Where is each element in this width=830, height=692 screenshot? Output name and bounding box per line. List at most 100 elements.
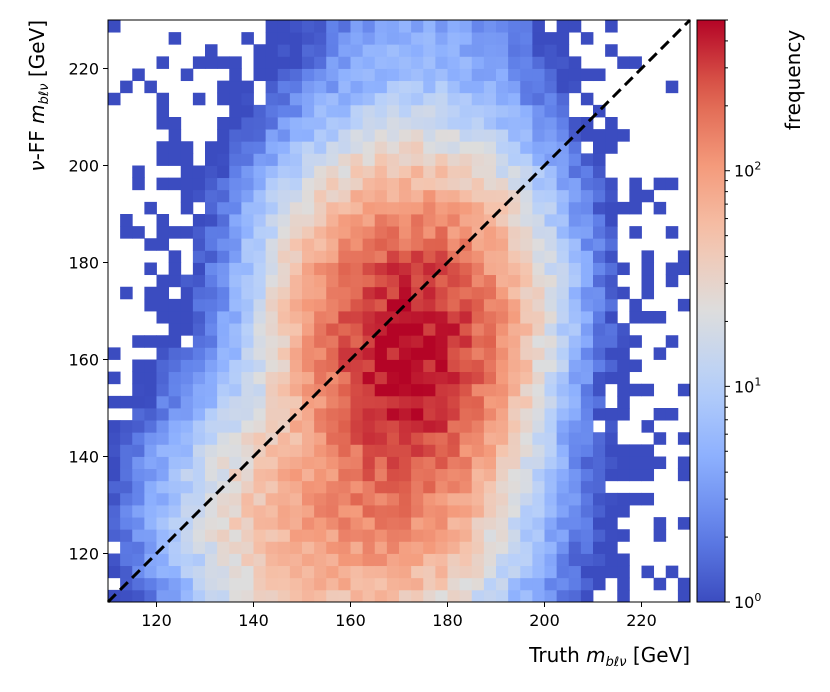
heatmap-cell	[156, 298, 170, 312]
heatmap-cell	[374, 201, 388, 215]
heatmap-cell	[496, 92, 509, 106]
heatmap-cell	[229, 456, 242, 470]
heatmap-cell	[386, 589, 400, 603]
heatmap-cell	[132, 383, 145, 397]
heatmap-cell	[580, 165, 594, 179]
heatmap-cell	[483, 529, 497, 542]
heatmap-cell	[350, 383, 364, 397]
heatmap-cell	[617, 335, 630, 348]
heatmap-cell	[180, 541, 194, 554]
heatmap-cell	[508, 335, 521, 348]
heatmap-cell	[459, 274, 473, 288]
heatmap-cell	[205, 456, 218, 470]
x-axis: 120 140 160 180 200 220	[141, 602, 657, 630]
heatmap-cell	[629, 492, 642, 506]
heatmap-cell	[532, 298, 545, 312]
heatmap-cell	[326, 323, 339, 336]
heatmap-cell	[556, 80, 570, 94]
heatmap-cell	[459, 56, 473, 69]
heatmap-cell	[471, 201, 485, 215]
heatmap-cell	[411, 408, 424, 421]
heatmap-cell	[144, 517, 157, 530]
heatmap-cell	[556, 92, 570, 106]
heatmap-cell	[665, 335, 679, 348]
heatmap-cell	[241, 408, 254, 421]
heatmap-cell	[362, 468, 376, 482]
heatmap-cell	[156, 408, 170, 421]
heatmap-cell	[411, 541, 424, 554]
heatmap-cell	[265, 505, 279, 518]
heatmap-cell	[120, 226, 133, 239]
heatmap-cell	[338, 68, 351, 82]
heatmap-cell	[508, 383, 521, 397]
heatmap-cell	[471, 117, 485, 130]
heatmap-cell	[253, 68, 267, 82]
heatmap-cell	[241, 274, 254, 288]
heatmap-cell	[483, 226, 497, 239]
heatmap-cell	[362, 274, 376, 288]
heatmap-cell	[326, 104, 339, 118]
heatmap-cell	[399, 444, 412, 457]
heatmap-cell	[556, 56, 570, 69]
heatmap-cell	[265, 371, 279, 385]
heatmap-cell	[108, 92, 121, 106]
heatmap-cell	[568, 383, 582, 397]
heatmap-cell	[265, 20, 279, 33]
x-tick-label: 160	[335, 611, 366, 630]
heatmap-cell	[277, 32, 291, 45]
heatmap-cell	[168, 177, 182, 191]
heatmap-cell	[471, 456, 485, 470]
heatmap-cell	[132, 165, 145, 179]
heatmap-cell	[423, 68, 436, 82]
heatmap-cell	[568, 468, 582, 482]
heatmap-cell	[496, 505, 509, 518]
heatmap-cell	[580, 529, 594, 542]
heatmap-cell	[120, 468, 133, 482]
heatmap-cell	[520, 117, 533, 130]
heatmap-cell	[544, 371, 558, 385]
heatmap-cell	[629, 201, 642, 215]
heatmap-cell	[423, 32, 436, 45]
heatmap-cell	[423, 408, 436, 421]
y-tick-label: 220	[68, 60, 99, 79]
heatmap-cell	[568, 80, 582, 94]
heatmap-cell	[496, 141, 509, 154]
heatmap-cell	[447, 468, 461, 482]
heatmap-cell	[120, 529, 133, 542]
heatmap-cell	[593, 214, 606, 227]
heatmap-cell	[617, 505, 630, 518]
heatmap-cell	[641, 420, 655, 433]
heatmap-cell	[532, 408, 545, 421]
heatmap-cell	[532, 565, 545, 579]
heatmap-cell	[568, 529, 582, 542]
heatmap-cell	[435, 274, 448, 288]
heatmap-cell	[641, 286, 655, 300]
heatmap-cell	[629, 468, 642, 482]
heatmap-cell	[265, 56, 279, 69]
heatmap-cell	[289, 432, 303, 445]
heatmap-cell	[132, 68, 145, 82]
heatmap-cell	[447, 80, 461, 94]
heatmap-cell	[241, 250, 254, 263]
heatmap-cell	[265, 565, 279, 579]
heatmap-cell	[593, 383, 606, 397]
heatmap-cell	[544, 189, 558, 203]
heatmap-cell	[471, 529, 485, 542]
heatmap-cell	[386, 432, 400, 445]
heatmap-cell	[326, 432, 339, 445]
heatmap-cell	[580, 286, 594, 300]
heatmap-cell	[580, 226, 594, 239]
heatmap-cell	[496, 274, 509, 288]
heatmap-cell	[471, 177, 485, 191]
heatmap-cell	[253, 250, 267, 263]
heatmap-cell	[520, 395, 533, 409]
heatmap-cell	[362, 141, 376, 154]
heatmap-cell	[180, 492, 194, 506]
heatmap-cell	[350, 238, 364, 251]
heatmap-cell	[229, 589, 242, 603]
heatmap-cell	[435, 323, 448, 336]
heatmap-cell	[386, 274, 400, 288]
heatmap-cell	[302, 68, 315, 82]
heatmap-cell	[156, 444, 170, 457]
heatmap-cell	[350, 456, 364, 470]
